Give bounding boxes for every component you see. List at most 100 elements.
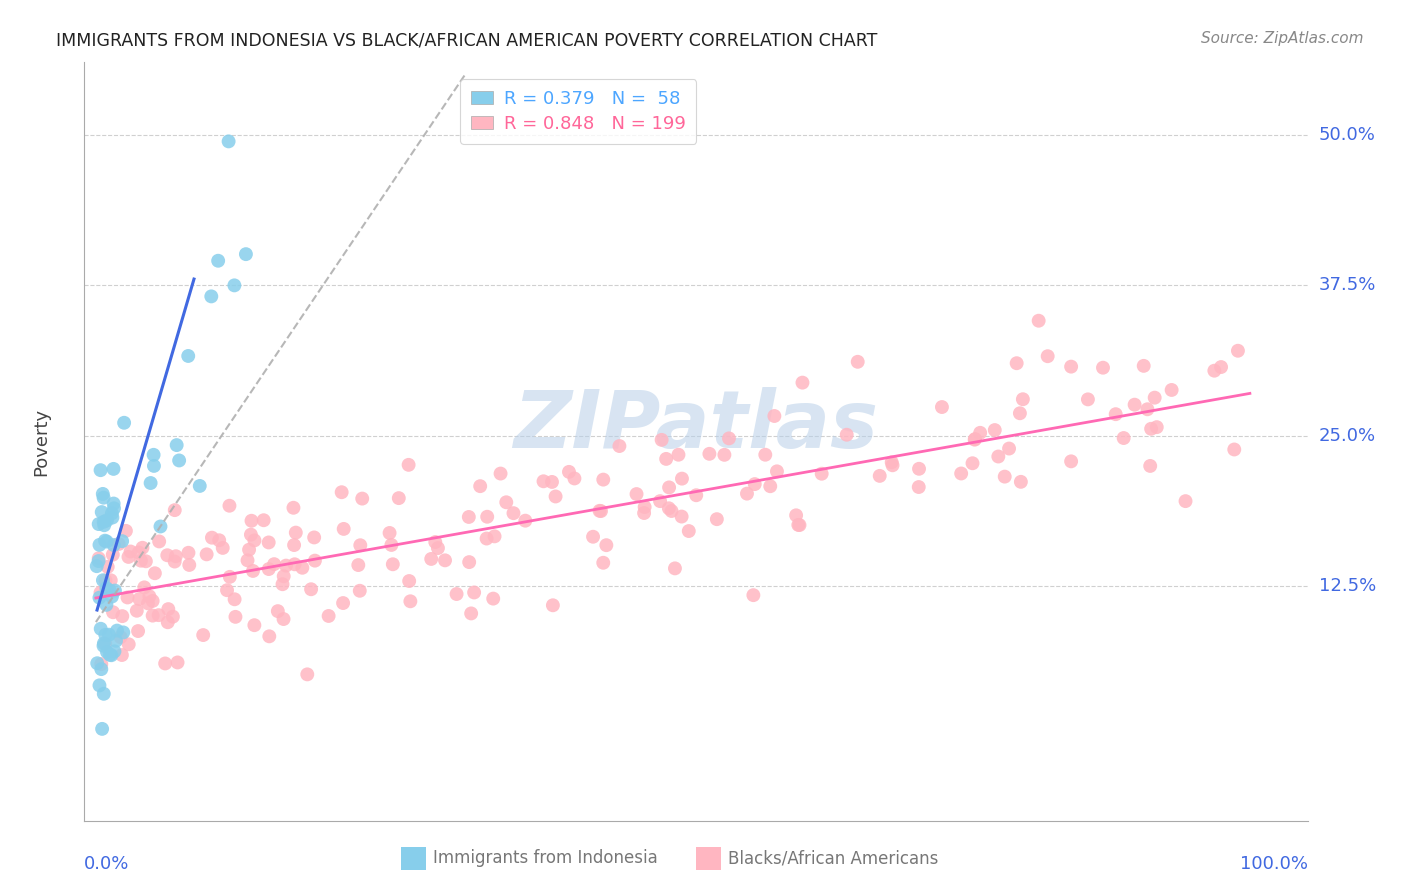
Point xyxy=(759,479,782,493)
Point xyxy=(136,596,159,610)
Point xyxy=(661,504,683,518)
Point xyxy=(792,376,814,390)
Text: Poverty: Poverty xyxy=(32,408,51,475)
Point xyxy=(1077,392,1099,407)
Point xyxy=(1091,360,1114,375)
Point xyxy=(100,648,122,663)
Point xyxy=(86,559,108,574)
Point xyxy=(477,509,499,524)
Point xyxy=(103,497,125,511)
Point xyxy=(96,534,118,549)
Point xyxy=(458,555,481,569)
Point xyxy=(156,615,179,630)
Point xyxy=(103,462,125,476)
Point xyxy=(304,554,326,568)
Text: IMMIGRANTS FROM INDONESIA VS BLACK/AFRICAN AMERICAN POVERTY CORRELATION CHART: IMMIGRANTS FROM INDONESIA VS BLACK/AFRIC… xyxy=(56,31,877,49)
Point xyxy=(713,448,735,462)
Point xyxy=(138,589,160,603)
Point xyxy=(112,416,135,430)
Point xyxy=(1028,314,1050,328)
Point xyxy=(90,622,112,636)
Point xyxy=(142,594,165,608)
Text: 37.5%: 37.5% xyxy=(1319,277,1376,294)
Point xyxy=(763,409,786,423)
Point xyxy=(541,599,564,613)
Point xyxy=(1112,431,1135,445)
Text: 100.0%: 100.0% xyxy=(1240,855,1308,872)
Point xyxy=(100,574,122,588)
Point xyxy=(1226,343,1249,358)
Point xyxy=(131,541,153,555)
Text: 0.0%: 0.0% xyxy=(84,855,129,872)
Point xyxy=(1139,458,1161,473)
Point xyxy=(592,473,614,487)
Point xyxy=(267,604,290,618)
Point xyxy=(87,551,110,566)
Point xyxy=(201,531,224,545)
Text: 50.0%: 50.0% xyxy=(1319,126,1375,144)
Point xyxy=(869,469,891,483)
Point xyxy=(626,487,648,501)
Point xyxy=(93,636,115,650)
Point xyxy=(482,591,505,606)
Point xyxy=(240,514,263,528)
Point xyxy=(101,548,124,562)
Point xyxy=(785,508,807,523)
Point xyxy=(208,533,231,548)
Point xyxy=(457,510,479,524)
Point xyxy=(489,467,512,481)
Point xyxy=(787,517,810,532)
Point xyxy=(91,722,114,736)
Point xyxy=(810,467,832,481)
Point xyxy=(89,678,111,692)
Point xyxy=(157,602,180,616)
Point xyxy=(685,488,707,502)
Point xyxy=(399,594,422,608)
Point xyxy=(90,657,112,671)
Point xyxy=(283,500,305,515)
Point xyxy=(664,561,686,575)
Point xyxy=(111,534,134,549)
Point xyxy=(271,577,294,591)
Point xyxy=(998,442,1021,456)
Point xyxy=(1140,422,1163,436)
Point xyxy=(111,609,134,624)
Point xyxy=(139,476,162,491)
Point xyxy=(103,644,125,658)
Point xyxy=(188,479,211,493)
Point xyxy=(153,657,176,671)
Point xyxy=(589,504,612,518)
Point xyxy=(105,624,128,638)
Point xyxy=(564,471,586,485)
Point xyxy=(846,355,869,369)
Point xyxy=(93,639,115,653)
Point xyxy=(177,546,200,560)
Point xyxy=(101,590,124,604)
Point xyxy=(218,134,240,148)
Point xyxy=(218,499,240,513)
Point xyxy=(110,630,132,644)
Point xyxy=(195,547,218,561)
Point xyxy=(259,629,281,643)
Point xyxy=(128,592,150,607)
Point xyxy=(179,558,201,572)
Point xyxy=(166,656,188,670)
Point xyxy=(963,433,986,447)
Point xyxy=(1060,454,1083,468)
Point xyxy=(502,506,524,520)
Point xyxy=(148,534,170,549)
Point xyxy=(90,463,112,477)
Point xyxy=(291,560,314,574)
Point xyxy=(91,574,114,588)
Point xyxy=(754,448,776,462)
Point xyxy=(243,618,266,632)
Point xyxy=(1136,402,1159,417)
Point xyxy=(207,253,229,268)
Text: 25.0%: 25.0% xyxy=(1319,426,1376,444)
Point xyxy=(515,514,537,528)
Point xyxy=(211,541,233,555)
Point xyxy=(239,527,262,541)
Text: Immigrants from Indonesia: Immigrants from Indonesia xyxy=(433,849,658,867)
Point xyxy=(101,605,124,619)
Point xyxy=(120,544,142,558)
